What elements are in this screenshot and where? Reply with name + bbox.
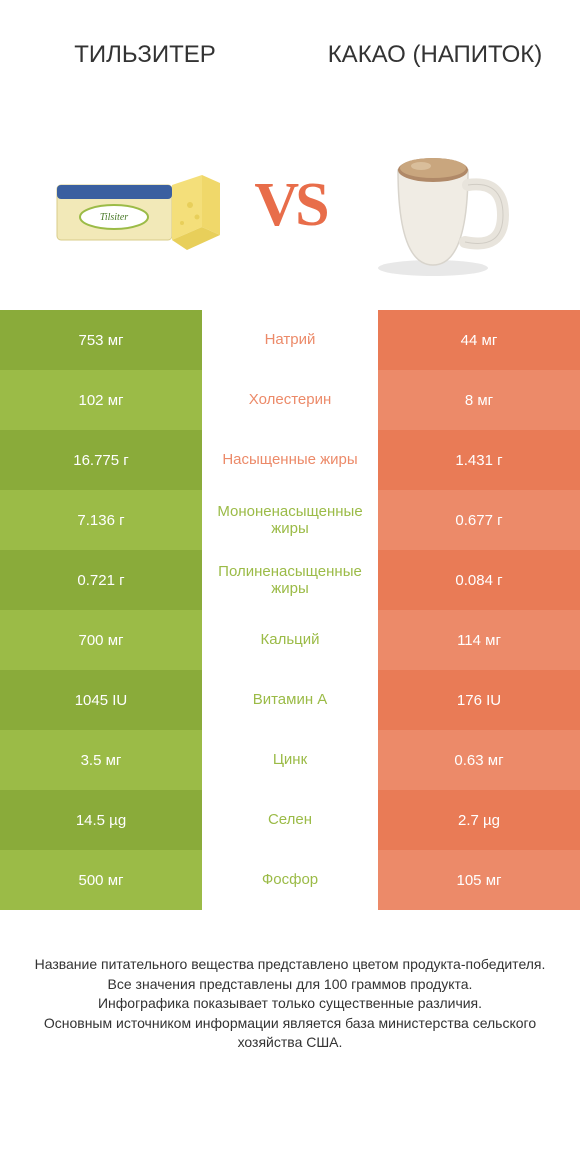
right-value-cell: 2.7 µg: [378, 790, 580, 850]
nutrient-label-cell: Селен: [202, 790, 378, 850]
right-value-cell: 0.084 г: [378, 550, 580, 610]
left-value-cell: 14.5 µg: [0, 790, 202, 850]
cocoa-mug-icon: [373, 130, 513, 280]
left-value-cell: 102 мг: [0, 370, 202, 430]
nutrient-label-cell: Натрий: [202, 310, 378, 370]
left-value-cell: 7.136 г: [0, 490, 202, 550]
footnote-line: Все значения представлены для 100 граммо…: [20, 975, 560, 995]
table-row: 1045 IUВитамин A176 IU: [0, 670, 580, 730]
left-value-cell: 753 мг: [0, 310, 202, 370]
right-value-cell: 176 IU: [378, 670, 580, 730]
left-value-cell: 700 мг: [0, 610, 202, 670]
nutrient-label-cell: Кальций: [202, 610, 378, 670]
left-value-cell: 3.5 мг: [0, 730, 202, 790]
comparison-header: ТИЛЬЗИТЕР КАКАО (НАПИТОК): [0, 0, 580, 110]
left-value-cell: 0.721 г: [0, 550, 202, 610]
table-row: 16.775 гНасыщенные жиры1.431 г: [0, 430, 580, 490]
right-value-cell: 1.431 г: [378, 430, 580, 490]
table-row: 102 мгХолестерин8 мг: [0, 370, 580, 430]
right-value-cell: 105 мг: [378, 850, 580, 910]
nutrient-label-cell: Фосфор: [202, 850, 378, 910]
table-row: 14.5 µgСелен2.7 µg: [0, 790, 580, 850]
table-row: 500 мгФосфор105 мг: [0, 850, 580, 910]
nutrient-label-cell: Витамин A: [202, 670, 378, 730]
right-value-cell: 0.63 мг: [378, 730, 580, 790]
nutrient-label-cell: Холестерин: [202, 370, 378, 430]
left-product-title: ТИЛЬЗИТЕР: [0, 40, 290, 70]
table-row: 0.721 гПолиненасыщенные жиры0.084 г: [0, 550, 580, 610]
right-value-cell: 114 мг: [378, 610, 580, 670]
footnotes: Название питательного вещества представл…: [0, 910, 580, 1053]
footnote-line: Название питательного вещества представл…: [20, 955, 560, 975]
left-product-image: Tilsiter: [20, 155, 254, 255]
footnote-line: Основным источником информации является …: [20, 1014, 560, 1053]
right-value-cell: 0.677 г: [378, 490, 580, 550]
vs-label: VS: [254, 170, 325, 241]
nutrient-label-cell: Насыщенные жиры: [202, 430, 378, 490]
nutrient-label-cell: Цинк: [202, 730, 378, 790]
nutrient-label-cell: Полиненасыщенные жиры: [202, 550, 378, 610]
right-product-title: КАКАО (НАПИТОК): [290, 40, 580, 70]
right-value-cell: 8 мг: [378, 370, 580, 430]
nutrition-comparison-table: 753 мгНатрий44 мг102 мгХолестерин8 мг16.…: [0, 310, 580, 910]
footnote-line: Инфографика показывает только существенн…: [20, 994, 560, 1014]
left-value-cell: 16.775 г: [0, 430, 202, 490]
product-images-row: Tilsiter VS: [0, 110, 580, 310]
cheese-icon: Tilsiter: [52, 155, 222, 255]
table-row: 753 мгНатрий44 мг: [0, 310, 580, 370]
left-value-cell: 1045 IU: [0, 670, 202, 730]
table-row: 3.5 мгЦинк0.63 мг: [0, 730, 580, 790]
nutrient-label-cell: Мононенасыщенные жиры: [202, 490, 378, 550]
table-row: 7.136 гМононенасыщенные жиры0.677 г: [0, 490, 580, 550]
svg-text:Tilsiter: Tilsiter: [100, 212, 128, 223]
right-product-image: [326, 130, 560, 280]
right-value-cell: 44 мг: [378, 310, 580, 370]
left-value-cell: 500 мг: [0, 850, 202, 910]
table-row: 700 мгКальций114 мг: [0, 610, 580, 670]
